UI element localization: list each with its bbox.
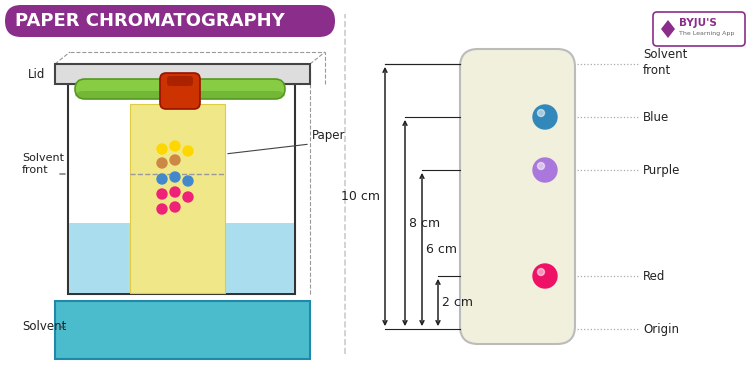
- Text: 2 cm: 2 cm: [442, 296, 473, 309]
- Text: Solvent: Solvent: [22, 321, 66, 333]
- Circle shape: [183, 176, 193, 186]
- Text: 10 cm: 10 cm: [341, 190, 380, 203]
- Polygon shape: [661, 20, 675, 38]
- FancyBboxPatch shape: [460, 49, 575, 344]
- Circle shape: [538, 109, 544, 116]
- Circle shape: [170, 155, 180, 165]
- Circle shape: [183, 146, 193, 156]
- Circle shape: [157, 189, 167, 199]
- Circle shape: [183, 192, 193, 202]
- FancyBboxPatch shape: [69, 223, 294, 293]
- FancyBboxPatch shape: [5, 5, 335, 37]
- Circle shape: [170, 141, 180, 151]
- Text: Blue: Blue: [643, 110, 669, 123]
- Circle shape: [157, 204, 167, 214]
- Circle shape: [538, 163, 544, 170]
- FancyBboxPatch shape: [75, 79, 285, 99]
- Circle shape: [157, 174, 167, 184]
- Circle shape: [157, 158, 167, 168]
- Text: Red: Red: [643, 270, 665, 282]
- Text: Paper: Paper: [312, 129, 346, 142]
- Text: 6 cm: 6 cm: [426, 243, 457, 256]
- Text: 8 cm: 8 cm: [409, 217, 440, 230]
- Text: Solvent
front: Solvent front: [22, 153, 64, 175]
- Text: BYJU'S: BYJU'S: [679, 18, 717, 28]
- Circle shape: [533, 264, 557, 288]
- Circle shape: [170, 172, 180, 182]
- Circle shape: [533, 158, 557, 182]
- Circle shape: [170, 202, 180, 212]
- Circle shape: [538, 268, 544, 275]
- FancyBboxPatch shape: [75, 91, 285, 99]
- Circle shape: [157, 144, 167, 154]
- FancyBboxPatch shape: [160, 73, 200, 109]
- Text: The Learning App: The Learning App: [679, 30, 734, 35]
- Text: PAPER CHROMATOGRAPHY: PAPER CHROMATOGRAPHY: [15, 12, 285, 30]
- FancyBboxPatch shape: [68, 84, 295, 294]
- Text: Lid: Lid: [28, 68, 45, 81]
- Circle shape: [170, 187, 180, 197]
- FancyBboxPatch shape: [653, 12, 745, 46]
- Text: Solvent
front: Solvent front: [643, 47, 687, 77]
- FancyBboxPatch shape: [167, 76, 193, 86]
- Circle shape: [533, 105, 557, 129]
- Text: Purple: Purple: [643, 163, 680, 177]
- FancyBboxPatch shape: [55, 301, 310, 359]
- FancyBboxPatch shape: [55, 64, 310, 84]
- Text: Origin: Origin: [643, 322, 679, 335]
- FancyBboxPatch shape: [130, 104, 225, 293]
